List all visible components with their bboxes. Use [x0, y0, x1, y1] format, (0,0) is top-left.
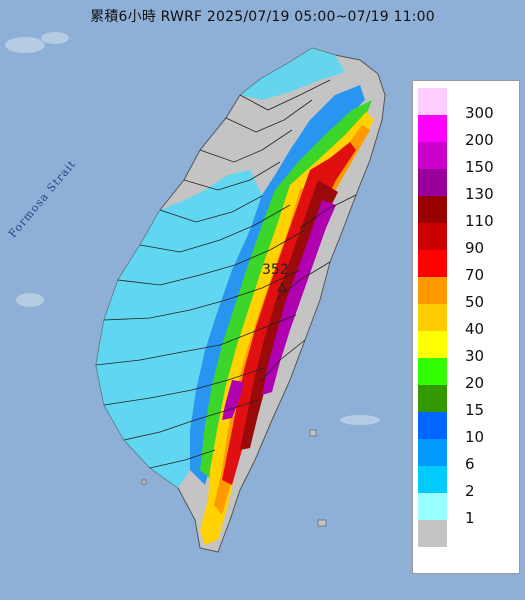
legend-rows: 300 200 150 130 110 90 70 50 40 30 20 15 10 6 2 1	[413, 81, 519, 573]
legend-swatch	[418, 466, 447, 493]
legend-row: 10	[413, 412, 519, 446]
legend-swatch	[418, 277, 447, 304]
legend-label: 1	[465, 509, 475, 527]
legend-row: 2	[413, 466, 519, 500]
legend-row: 20	[413, 358, 519, 392]
legend-swatch	[418, 223, 447, 250]
legend-row: 300	[413, 88, 519, 122]
legend-row	[413, 520, 519, 547]
legend-label: 130	[465, 185, 494, 203]
legend-label: 200	[465, 131, 494, 149]
legend-swatch	[418, 250, 447, 277]
legend-row: 40	[413, 304, 519, 338]
rainfall-legend: 300 200 150 130 110 90 70 50 40 30 20 15 10 6 2 1	[412, 80, 520, 574]
legend-swatch	[418, 493, 447, 520]
legend-label: 20	[465, 374, 485, 392]
legend-row: 200	[413, 115, 519, 149]
map-title: 累積6小時 RWRF 2025/07/19 05:00~07/19 11:00	[90, 9, 435, 25]
legend-label: 40	[465, 320, 485, 338]
legend-label: 300	[465, 104, 494, 122]
legend-row: 30	[413, 331, 519, 365]
rain-zone-purple	[262, 200, 336, 395]
cloud-patches	[5, 32, 380, 425]
small-islands	[141, 429, 327, 527]
legend-label: 70	[465, 266, 485, 284]
legend-swatch	[418, 196, 447, 223]
legend-label: 150	[465, 158, 494, 176]
boundary-lines	[95, 79, 357, 469]
legend-swatch	[418, 358, 447, 385]
legend-row: 50	[413, 277, 519, 311]
legend-label: 90	[465, 239, 485, 257]
legend-row: 70	[413, 250, 519, 284]
rain-zone-red	[222, 142, 356, 485]
legend-swatch	[418, 412, 447, 439]
legend-label: 30	[465, 347, 485, 365]
legend-label: 10	[465, 428, 485, 446]
max-point-marker	[277, 281, 287, 292]
legend-swatch	[418, 115, 447, 142]
max-rainfall-label: 352	[262, 262, 289, 278]
legend-swatch	[418, 520, 447, 547]
legend-row: 130	[413, 169, 519, 203]
legend-swatch	[418, 439, 447, 466]
rain-zone-light-west	[96, 170, 262, 488]
legend-label: 15	[465, 401, 485, 419]
legend-swatch	[418, 88, 447, 115]
legend-swatch	[418, 304, 447, 331]
legend-row: 15	[413, 385, 519, 419]
legend-row: 6	[413, 439, 519, 473]
legend-swatch	[418, 385, 447, 412]
legend-row: 90	[413, 223, 519, 257]
legend-row: 150	[413, 142, 519, 176]
legend-label: 2	[465, 482, 475, 500]
legend-row: 110	[413, 196, 519, 230]
legend-swatch	[418, 142, 447, 169]
legend-swatch	[418, 331, 447, 358]
legend-label: 110	[465, 212, 494, 230]
rain-zone-light-north	[240, 48, 345, 100]
legend-label: 50	[465, 293, 485, 311]
legend-label: 6	[465, 455, 475, 473]
legend-row: 1	[413, 493, 519, 527]
legend-swatch	[418, 169, 447, 196]
